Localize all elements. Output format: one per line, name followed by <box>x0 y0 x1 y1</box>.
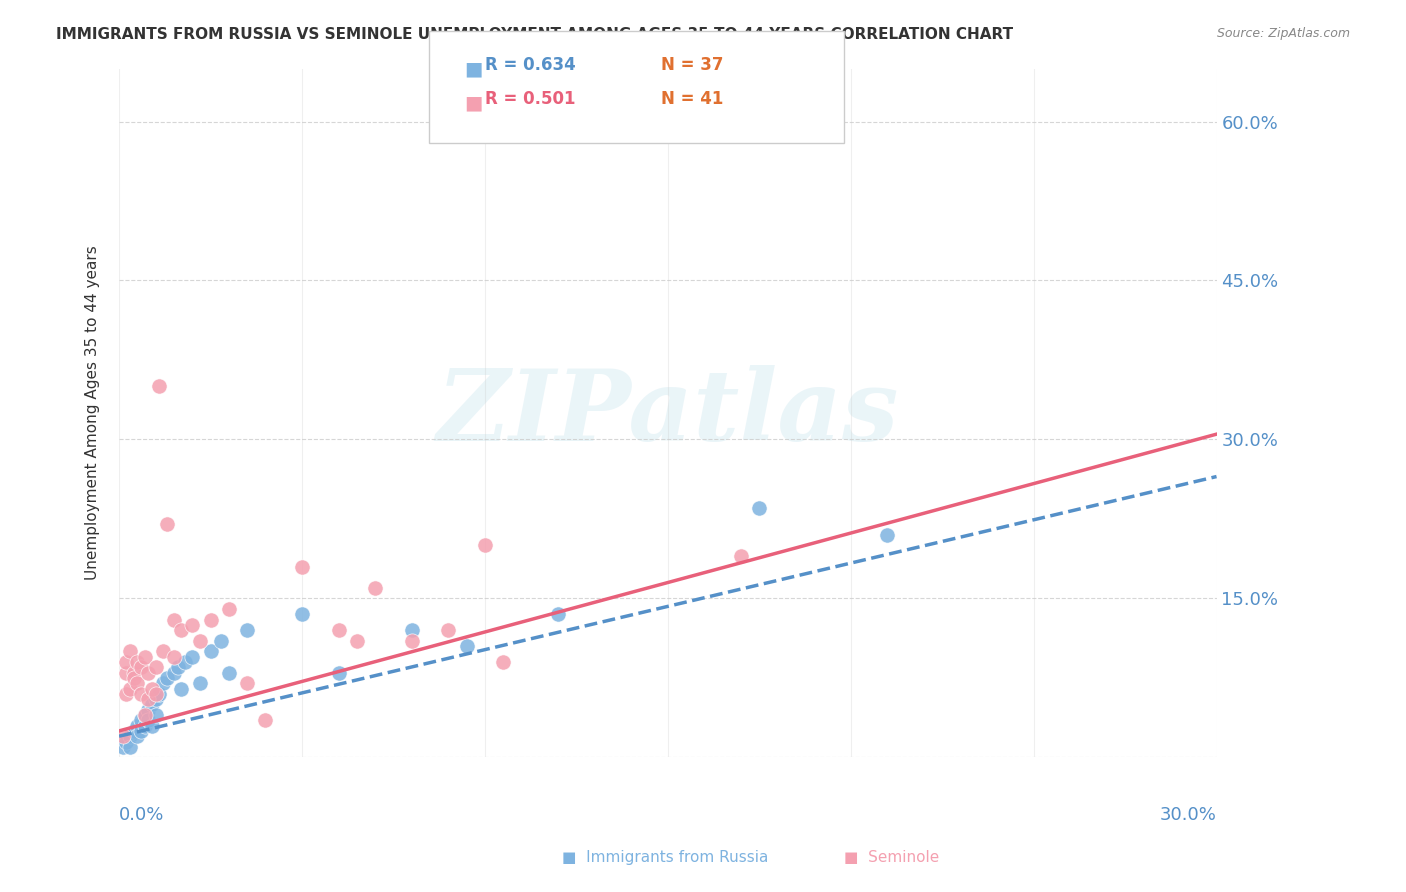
Point <box>152 676 174 690</box>
Point <box>474 538 496 552</box>
Text: 30.0%: 30.0% <box>1160 805 1216 823</box>
Point <box>170 681 193 696</box>
Point <box>163 649 186 664</box>
Point <box>148 379 170 393</box>
Point <box>547 607 569 622</box>
Point <box>583 109 606 123</box>
Point <box>155 517 177 532</box>
Point <box>346 633 368 648</box>
Point <box>118 739 141 754</box>
Text: ■  Immigrants from Russia: ■ Immigrants from Russia <box>562 850 769 865</box>
Point <box>111 739 134 754</box>
Text: Source: ZipAtlas.com: Source: ZipAtlas.com <box>1216 27 1350 40</box>
Text: ■  Seminole: ■ Seminole <box>844 850 939 865</box>
Point <box>730 549 752 563</box>
Point <box>115 655 138 669</box>
Point <box>748 501 770 516</box>
Point <box>129 687 152 701</box>
Point <box>129 723 152 738</box>
Point <box>218 665 240 680</box>
Point <box>211 633 233 648</box>
Point <box>492 655 515 669</box>
Point <box>163 613 186 627</box>
Point <box>188 676 211 690</box>
Point <box>115 665 138 680</box>
Point <box>136 703 159 717</box>
Point <box>152 644 174 658</box>
Point <box>876 528 898 542</box>
Point <box>328 624 350 638</box>
Point <box>122 671 145 685</box>
Point <box>134 708 156 723</box>
Point <box>115 687 138 701</box>
Point <box>134 718 156 732</box>
Point <box>236 624 259 638</box>
Text: 0.0%: 0.0% <box>120 805 165 823</box>
Point <box>127 718 149 732</box>
Text: IMMIGRANTS FROM RUSSIA VS SEMINOLE UNEMPLOYMENT AMONG AGES 35 TO 44 YEARS CORREL: IMMIGRANTS FROM RUSSIA VS SEMINOLE UNEMP… <box>56 27 1014 42</box>
Point <box>181 618 204 632</box>
Point <box>136 665 159 680</box>
Point <box>134 649 156 664</box>
Point <box>118 729 141 743</box>
Y-axis label: Unemployment Among Ages 35 to 44 years: Unemployment Among Ages 35 to 44 years <box>86 245 100 581</box>
Point <box>134 708 156 723</box>
Point <box>136 714 159 728</box>
Point <box>148 687 170 701</box>
Text: R = 0.501: R = 0.501 <box>485 90 575 108</box>
Point <box>328 665 350 680</box>
Point <box>163 665 186 680</box>
Point <box>437 624 460 638</box>
Point <box>118 681 141 696</box>
Point <box>129 714 152 728</box>
Text: N = 41: N = 41 <box>661 90 723 108</box>
Point <box>115 734 138 748</box>
Point <box>364 581 387 595</box>
Point <box>291 559 314 574</box>
Point <box>145 660 167 674</box>
Point <box>141 681 163 696</box>
Text: R = 0.634: R = 0.634 <box>485 56 576 74</box>
Point <box>236 676 259 690</box>
Point <box>291 607 314 622</box>
Point <box>174 655 197 669</box>
Point <box>129 660 152 674</box>
Text: ■: ■ <box>464 94 482 112</box>
Point <box>145 708 167 723</box>
Point <box>401 633 423 648</box>
Text: ■: ■ <box>464 60 482 78</box>
Point <box>145 692 167 706</box>
Point <box>141 718 163 732</box>
Point <box>188 633 211 648</box>
Point <box>166 660 188 674</box>
Point <box>401 624 423 638</box>
Point <box>111 729 134 743</box>
Point <box>218 602 240 616</box>
Point <box>118 644 141 658</box>
Text: ZIPatlas: ZIPatlas <box>437 365 898 461</box>
Point <box>456 639 478 653</box>
Point <box>127 729 149 743</box>
Point <box>254 714 277 728</box>
Point <box>200 644 222 658</box>
Point <box>200 613 222 627</box>
Point <box>122 665 145 680</box>
Point <box>181 649 204 664</box>
Point <box>122 723 145 738</box>
Text: N = 37: N = 37 <box>661 56 723 74</box>
Point <box>141 698 163 712</box>
Point <box>170 624 193 638</box>
Point <box>127 655 149 669</box>
Point <box>145 687 167 701</box>
Point <box>127 676 149 690</box>
Point <box>155 671 177 685</box>
Point <box>136 692 159 706</box>
